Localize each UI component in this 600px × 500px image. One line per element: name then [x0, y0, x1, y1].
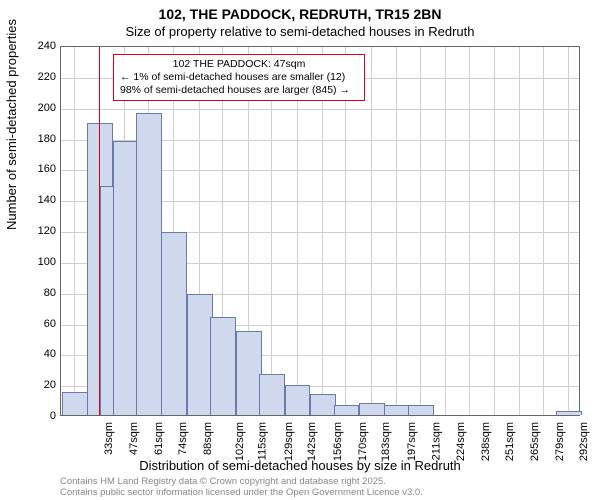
histogram-bar — [384, 405, 410, 415]
x-tick: 183sqm — [381, 422, 393, 461]
property-marker-line — [99, 47, 100, 415]
property-size-histogram: 102, THE PADDOCK, REDRUTH, TR15 2BN Size… — [0, 0, 600, 500]
x-tick: 292sqm — [578, 422, 590, 461]
x-tick: 156sqm — [332, 422, 344, 461]
histogram-bar — [359, 403, 385, 415]
y-axis-label: Number of semi-detached properties — [4, 19, 19, 230]
y-tick: 180 — [26, 133, 56, 145]
x-tick: 115sqm — [257, 422, 269, 460]
x-tick: 33sqm — [103, 422, 115, 455]
annotation-box: 102 THE PADDOCK: 47sqm← 1% of semi-detac… — [113, 54, 365, 101]
x-tick: 251sqm — [504, 422, 516, 461]
x-tick: 129sqm — [283, 422, 295, 461]
y-tick: 20 — [26, 379, 56, 391]
histogram-bar — [236, 331, 262, 415]
histogram-bar — [136, 113, 162, 415]
x-tick: 238sqm — [480, 422, 492, 461]
plot-area: 102 THE PADDOCK: 47sqm← 1% of semi-detac… — [60, 46, 580, 416]
y-tick: 240 — [26, 40, 56, 52]
x-tick: 61sqm — [153, 422, 165, 455]
x-axis-label: Distribution of semi-detached houses by … — [0, 458, 600, 473]
histogram-bar — [259, 374, 285, 415]
footer-line-1: Contains HM Land Registry data © Crown c… — [60, 476, 423, 487]
annotation-title: 102 THE PADDOCK: 47sqm — [120, 58, 358, 71]
histogram-bar — [62, 392, 88, 415]
y-tick: 40 — [26, 348, 56, 360]
x-tick: 224sqm — [455, 422, 467, 461]
y-tick: 100 — [26, 256, 56, 268]
histogram-bar — [556, 411, 582, 415]
chart-subtitle: Size of property relative to semi-detach… — [0, 24, 600, 39]
y-tick: 120 — [26, 225, 56, 237]
x-tick: 47sqm — [128, 422, 140, 455]
annotation-larger: 98% of semi-detached houses are larger (… — [120, 84, 358, 97]
x-tick: 211sqm — [431, 422, 443, 460]
histogram-bar — [161, 232, 187, 415]
y-tick: 140 — [26, 194, 56, 206]
histogram-bar — [310, 394, 336, 415]
footer-attribution: Contains HM Land Registry data © Crown c… — [60, 476, 423, 499]
x-tick: 279sqm — [555, 422, 567, 461]
histogram-bar — [113, 141, 139, 415]
x-tick: 265sqm — [529, 422, 541, 461]
y-tick: 80 — [26, 287, 56, 299]
histogram-bar — [285, 385, 311, 415]
x-tick: 142sqm — [306, 422, 318, 461]
x-tick: 74sqm — [177, 422, 189, 455]
chart-title: 102, THE PADDOCK, REDRUTH, TR15 2BN — [0, 6, 600, 22]
histogram-bar — [334, 405, 360, 415]
histogram-bar — [408, 405, 434, 415]
histogram-bar — [187, 294, 213, 415]
footer-line-2: Contains public sector information licen… — [60, 487, 423, 498]
y-tick: 160 — [26, 163, 56, 175]
y-tick: 200 — [26, 102, 56, 114]
annotation-smaller: ← 1% of semi-detached houses are smaller… — [120, 71, 358, 84]
x-tick: 197sqm — [406, 422, 418, 461]
histogram-bar — [210, 317, 236, 415]
x-tick: 102sqm — [234, 422, 246, 461]
x-tick: 170sqm — [357, 422, 369, 461]
y-tick: 60 — [26, 318, 56, 330]
y-tick: 0 — [26, 410, 56, 422]
y-tick: 220 — [26, 71, 56, 83]
x-tick: 88sqm — [202, 422, 214, 455]
